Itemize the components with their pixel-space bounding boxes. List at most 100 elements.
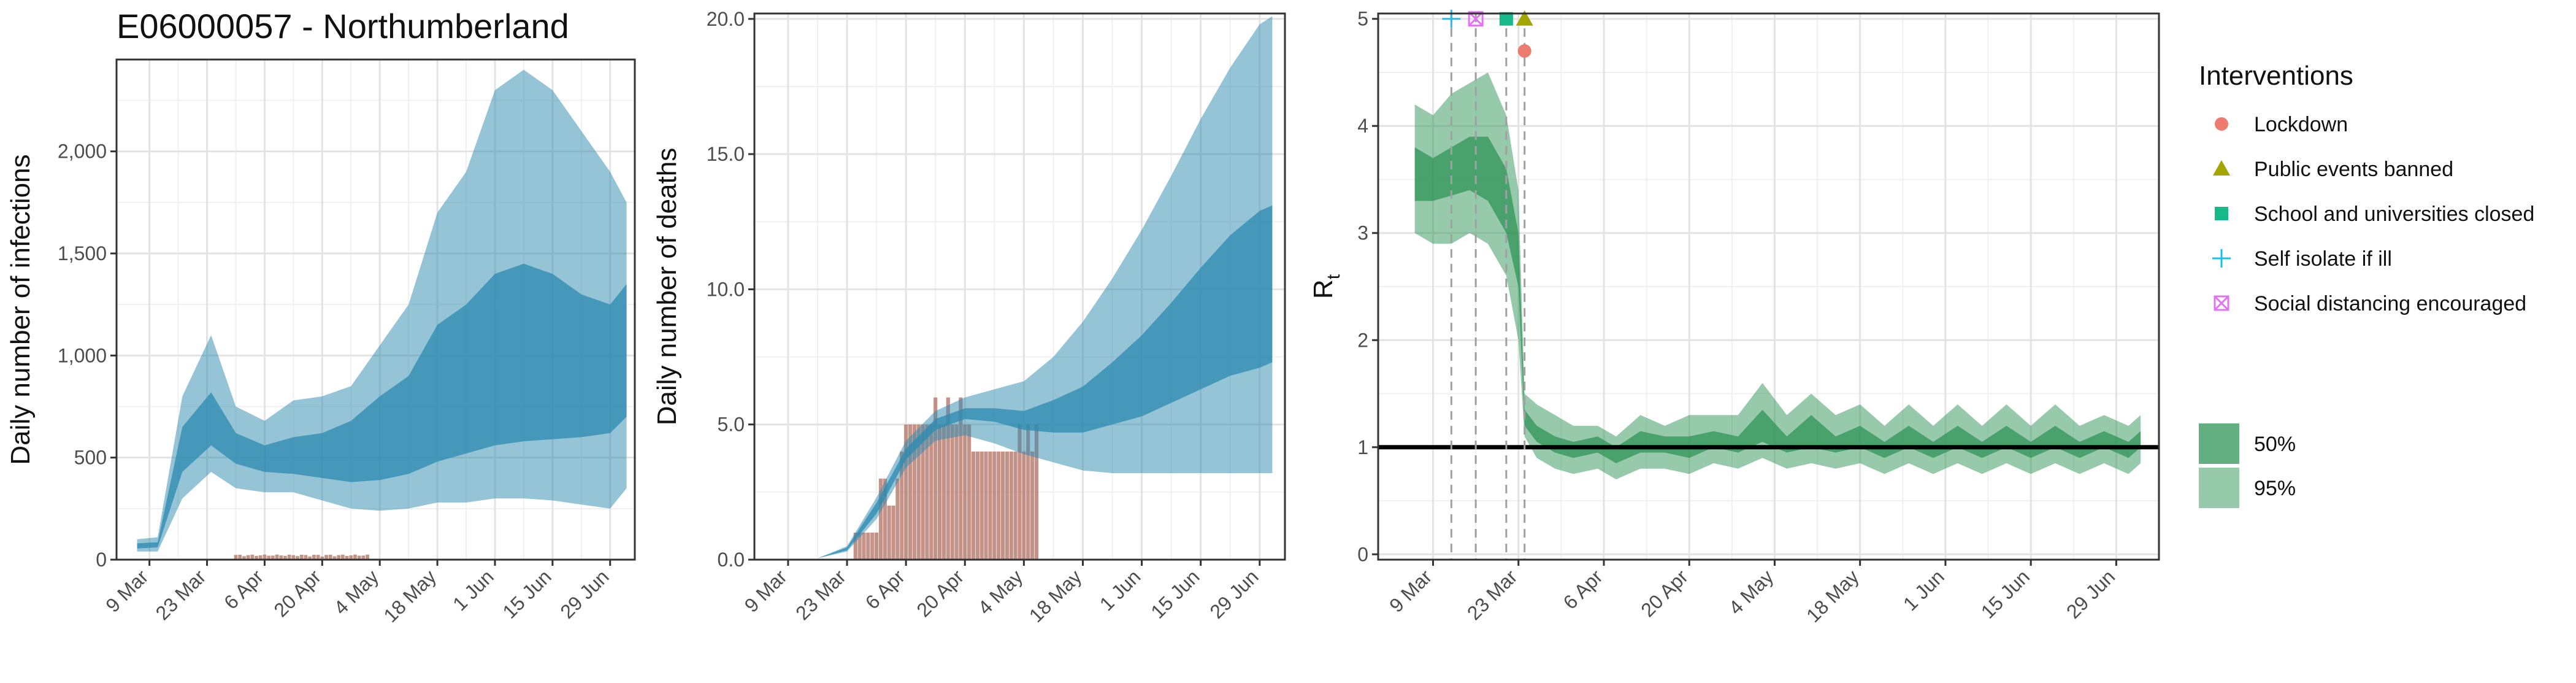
y-tick-label: 0 <box>96 549 107 571</box>
x-tick-label: 29 Jun <box>1205 565 1262 622</box>
y-tick-label: 20.0 <box>707 8 745 30</box>
x-tick-label: 20 Apr <box>912 565 968 621</box>
rt-panel: 0 1 2 3 4 5 9 Mar 23 Mar 6 Apr 20 Apr 4 May 18 May 1… <box>1308 8 2160 627</box>
x-tick-label: 29 Jun <box>556 565 613 622</box>
x-tick-label: 18 May <box>1025 565 1086 627</box>
case-bar <box>349 555 353 560</box>
y-axis-label: Rt <box>1308 274 1344 299</box>
death-bar <box>954 424 959 560</box>
intervention-marker <box>1499 12 1513 26</box>
case-bar <box>275 554 279 560</box>
band-95pct <box>818 16 1273 558</box>
death-bar <box>1009 451 1013 560</box>
case-bar <box>308 556 312 560</box>
x-tick-label: 9 Mar <box>101 565 153 617</box>
legend-title: Interventions <box>2199 61 2353 91</box>
case-bar <box>312 555 316 560</box>
case-bar <box>332 556 337 560</box>
boxx-frame <box>1468 11 1484 27</box>
y-tick-label: 5 <box>1357 8 1368 30</box>
case-bar <box>255 555 258 560</box>
death-bar <box>950 424 954 560</box>
death-bar <box>979 451 984 560</box>
y-tick-label: 10.0 <box>707 278 745 300</box>
death-bar <box>853 532 857 560</box>
case-bar <box>353 554 357 560</box>
legend-label: Social distancing encouraged <box>2254 292 2526 315</box>
y-tick-label: 4 <box>1357 115 1368 137</box>
death-bar <box>1026 424 1030 560</box>
death-bar <box>925 424 929 560</box>
case-bar <box>250 554 255 560</box>
death-bar <box>1013 451 1018 560</box>
death-bar <box>933 397 938 560</box>
y-tick-label: 1 <box>1357 436 1368 458</box>
death-bar <box>963 424 967 560</box>
case-bar <box>299 554 304 560</box>
death-bar <box>887 505 891 560</box>
boxx-frame <box>2214 295 2229 311</box>
death-bar <box>883 478 887 560</box>
death-bar <box>946 397 950 560</box>
plot-border <box>753 12 1286 561</box>
case-bar <box>304 555 308 560</box>
x-tick-label: 29 Jun <box>2062 565 2119 622</box>
legend-label: Self isolate if ill <box>2254 247 2392 271</box>
legend-marker <box>2213 160 2230 176</box>
x-tick-label: 23 Mar <box>1463 565 1522 624</box>
plot-border <box>115 58 636 561</box>
case-bar <box>238 554 242 560</box>
x-tick-label: 18 May <box>379 565 440 627</box>
y-axis-label-subscript: t <box>1324 274 1344 279</box>
band-50pct <box>137 263 627 549</box>
death-bar <box>870 532 875 560</box>
x-tick-label: 4 May <box>329 565 383 619</box>
x-tick-label: 9 Mar <box>1385 565 1436 617</box>
legend-marker <box>2215 207 2228 220</box>
death-bar <box>916 424 921 560</box>
y-tick-label: 2 <box>1357 329 1368 351</box>
y-tick-label: 15.0 <box>707 143 745 165</box>
case-bar <box>283 555 287 560</box>
case-bar <box>287 554 291 560</box>
death-bar <box>988 451 992 560</box>
y-tick-label: 0 <box>1357 543 1368 565</box>
x-tick-label: 6 Apr <box>220 565 268 614</box>
death-bar <box>908 424 913 560</box>
death-bar <box>862 532 866 560</box>
case-bar <box>340 554 345 560</box>
death-bar <box>866 532 870 560</box>
death-bar <box>967 424 972 560</box>
death-bar <box>904 424 908 560</box>
y-tick-label: 1,500 <box>58 242 107 264</box>
x-tick-label: 23 Mar <box>791 565 850 624</box>
x-tick-label: 1 Jun <box>1095 565 1145 615</box>
legend: Interventions Lockdown Public events banne… <box>2199 61 2534 508</box>
x-tick-label: 20 Apr <box>269 565 325 621</box>
legend-swatch <box>2199 423 2239 464</box>
death-bar <box>900 451 904 560</box>
case-bar <box>242 556 246 560</box>
y-axis-label: Daily number of deaths <box>652 148 682 425</box>
case-bar <box>234 555 238 560</box>
y-tick-label: 500 <box>74 447 107 469</box>
death-bar <box>1018 424 1022 560</box>
x-tick-label: 15 Jun <box>498 565 555 622</box>
x-tick-label: 15 Jun <box>1977 565 2034 622</box>
y-tick-label: 5.0 <box>718 414 745 436</box>
death-bar <box>941 424 946 560</box>
page-title: E06000057 - Northumberland <box>117 7 569 45</box>
case-bar <box>328 554 332 560</box>
case-bar <box>320 556 324 560</box>
death-bar <box>997 451 1001 560</box>
legend-label: School and universities closed <box>2254 203 2534 226</box>
x-tick-label: 4 May <box>1724 565 1777 619</box>
x-tick-label: 15 Jun <box>1146 565 1203 622</box>
x-tick-label: 1 Jun <box>448 565 498 615</box>
y-tick-label: 1,000 <box>58 344 107 366</box>
death-bar <box>984 451 988 560</box>
case-bar <box>337 555 340 560</box>
death-bar <box>929 424 933 560</box>
death-bar <box>1030 451 1035 560</box>
